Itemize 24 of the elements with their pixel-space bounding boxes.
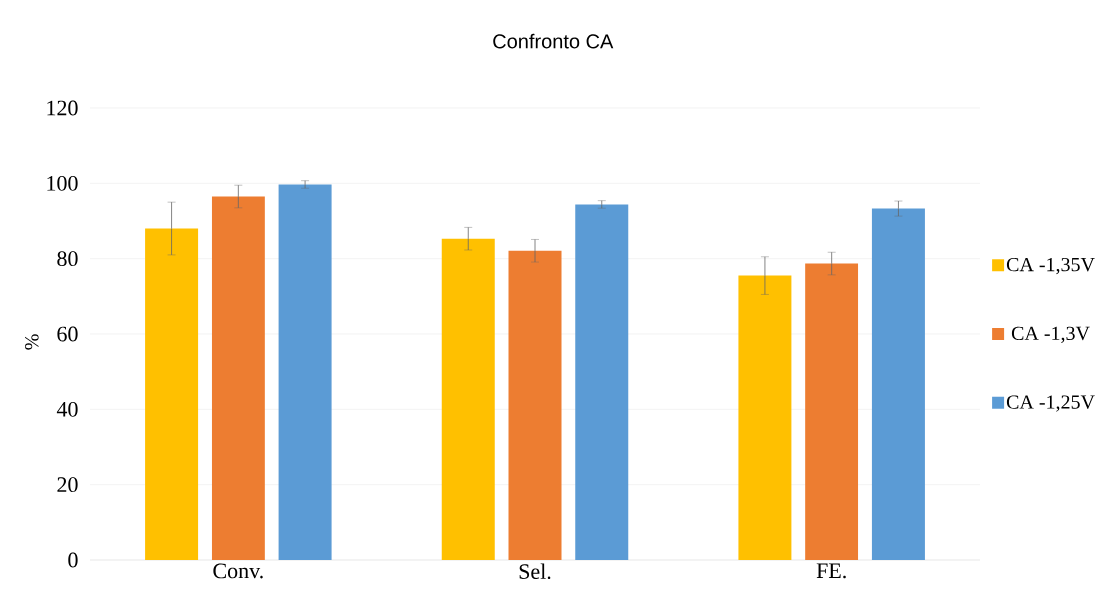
y-tick-label: 120 bbox=[47, 100, 78, 116]
bar bbox=[871, 208, 925, 560]
y-tick-label: 40 bbox=[56, 401, 78, 417]
x-tick-label: Sel. bbox=[519, 563, 551, 580]
legend-label: CA -1,3V bbox=[1011, 326, 1090, 343]
y-tick-label: 0 bbox=[68, 552, 78, 568]
legend-label: CA -1,35V bbox=[1006, 257, 1095, 275]
bar bbox=[278, 184, 332, 560]
bar bbox=[508, 250, 562, 560]
bar bbox=[211, 196, 265, 560]
bar bbox=[805, 263, 859, 560]
bar bbox=[441, 238, 495, 560]
y-tick-label: 100 bbox=[47, 175, 78, 191]
bar bbox=[738, 275, 792, 560]
x-tick-label: FE. bbox=[816, 563, 846, 579]
y-tick-label: 60 bbox=[57, 326, 78, 342]
x-tick-label: Conv. bbox=[213, 563, 263, 579]
y-tick-label: 20 bbox=[57, 477, 78, 493]
bar bbox=[145, 228, 199, 560]
chart-title: Confronto CA bbox=[493, 33, 614, 49]
y-axis-title: % bbox=[25, 334, 39, 350]
legend-label: CA -1,25V bbox=[1006, 395, 1095, 412]
y-tick-label: 80 bbox=[57, 251, 78, 267]
bar bbox=[575, 204, 629, 560]
